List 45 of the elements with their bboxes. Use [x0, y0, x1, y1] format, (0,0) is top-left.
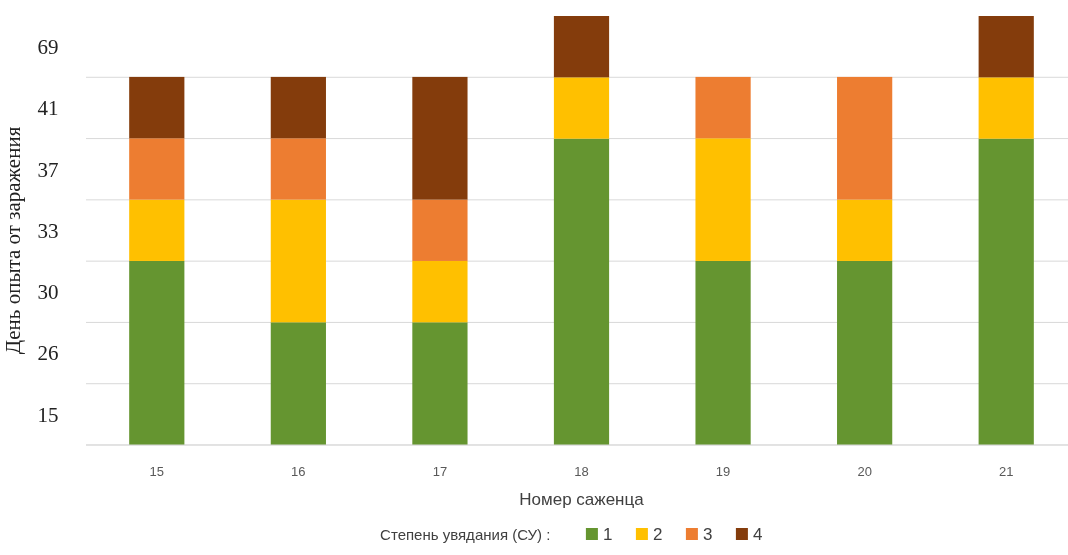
bar: [270, 322, 326, 445]
legend-label: 2: [652, 525, 663, 544]
bar: [695, 260, 751, 445]
bar: [412, 76, 468, 200]
text: 69: [37, 34, 59, 59]
bar: [412, 199, 468, 261]
bar: [695, 76, 751, 139]
x-tick-label: 20: [857, 464, 872, 479]
bar: [129, 260, 185, 445]
legend-label: 1: [602, 525, 613, 544]
bar: [978, 77, 1034, 139]
text: 15: [37, 402, 59, 427]
x-tick-label: 16: [291, 464, 306, 479]
text: 37: [37, 157, 59, 182]
bar: [553, 77, 610, 139]
legend-label: 4: [752, 525, 763, 544]
bar: [695, 138, 751, 261]
bar: [412, 260, 468, 323]
text: 26: [37, 341, 59, 366]
bar: [837, 76, 893, 200]
text: 33: [37, 218, 59, 243]
x-axis-title: Номер саженца: [519, 490, 645, 509]
x-tick-label: 21: [998, 464, 1014, 479]
bar: [129, 199, 185, 261]
legend-label: 3: [702, 525, 713, 544]
bar: [270, 138, 326, 200]
y-axis-title: День опыта от заражения: [1, 126, 25, 355]
bar: [129, 76, 185, 139]
bar: [129, 138, 185, 200]
bar: [270, 199, 326, 323]
bar: [412, 322, 468, 445]
bar: [553, 16, 610, 78]
x-tick-label: 19: [715, 464, 731, 479]
text: 30: [37, 280, 59, 305]
bar: [270, 76, 326, 139]
legend-title: Степень увядания (СУ) :: [380, 526, 551, 543]
x-tick-label: 17: [432, 464, 448, 479]
text: 41: [37, 96, 59, 121]
x-tick-label: 18: [574, 464, 589, 479]
bar: [837, 260, 893, 445]
bar: [978, 16, 1034, 78]
x-tick-label: 15: [149, 464, 165, 479]
bar: [837, 199, 893, 261]
bar: [978, 138, 1034, 445]
bar: [553, 138, 610, 445]
